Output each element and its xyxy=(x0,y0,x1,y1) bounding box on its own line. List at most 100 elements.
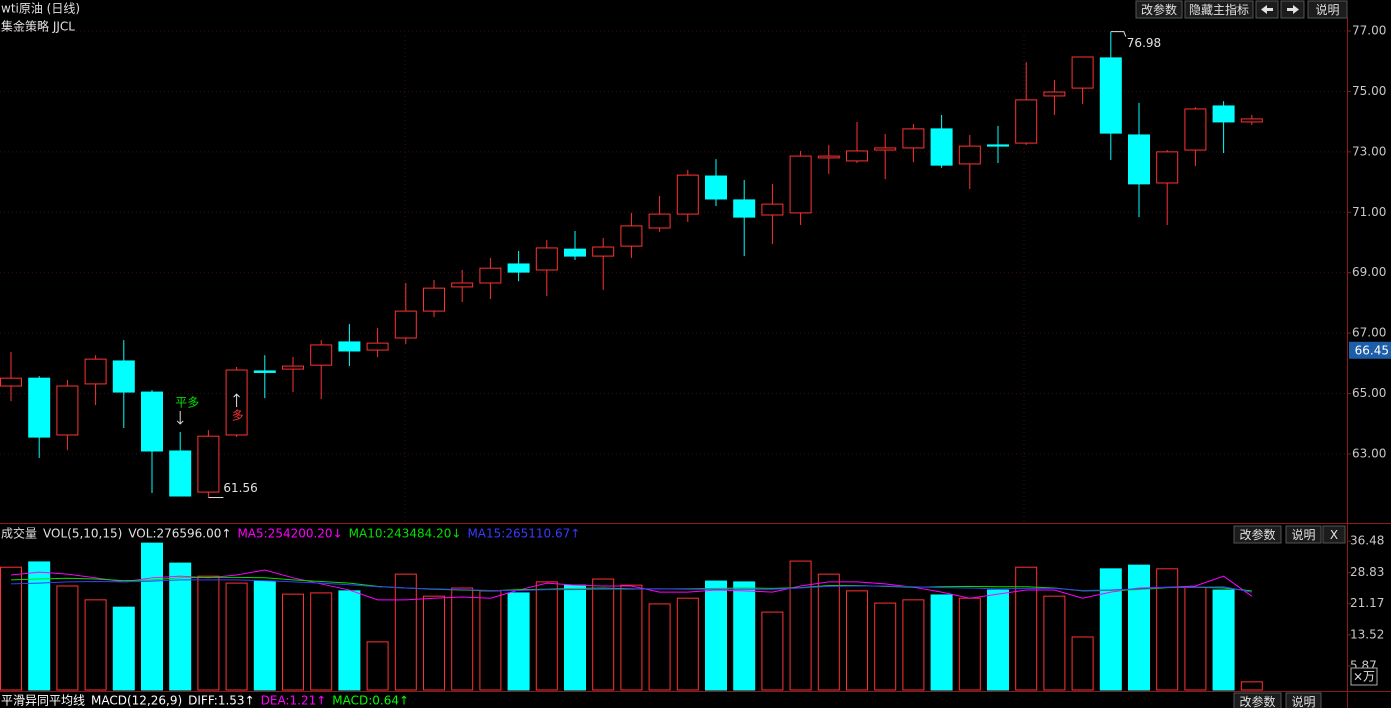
button[interactable] xyxy=(1135,0,1183,19)
volume-bar xyxy=(28,561,51,691)
button-label[interactable]: 改参数 xyxy=(1239,694,1275,708)
legend-item: MACD:0.64↑ xyxy=(332,694,409,708)
candle-body xyxy=(1240,118,1263,123)
button[interactable] xyxy=(1285,692,1322,708)
y-tick-label: 28.83 xyxy=(1350,565,1384,579)
volume-bar xyxy=(225,582,248,691)
candle-body xyxy=(1156,151,1179,184)
candle-body xyxy=(0,377,22,387)
y-tick-label: 75.00 xyxy=(1352,84,1386,98)
volume-bar xyxy=(310,592,333,691)
volume-bar xyxy=(987,589,1009,691)
right-arrow-icon xyxy=(1287,5,1299,14)
button-label[interactable]: 说明 xyxy=(1291,527,1315,542)
button-label[interactable]: 说明 xyxy=(1315,2,1339,17)
candle-body xyxy=(394,310,417,339)
legend-item: VOL:276596.00↑ xyxy=(128,527,231,541)
unit-label: ×万 xyxy=(1353,670,1375,684)
volume-bar xyxy=(338,590,361,691)
candle-body xyxy=(338,341,361,352)
volume-bar xyxy=(169,562,192,691)
candle-body xyxy=(141,391,163,452)
candle-body xyxy=(169,450,192,497)
button-label[interactable]: 隐藏主指标 xyxy=(1189,2,1249,17)
volume-bar xyxy=(564,584,586,691)
y-tick-label: 21.17 xyxy=(1350,596,1384,610)
signal-arrow xyxy=(233,393,240,408)
candle-body xyxy=(56,385,79,436)
volume-bar xyxy=(1240,681,1263,691)
button-label[interactable]: 改参数 xyxy=(1141,2,1177,17)
button[interactable] xyxy=(1233,525,1282,544)
candle-body xyxy=(1212,105,1235,123)
candle-body xyxy=(1043,91,1066,97)
y-axis: 77.00 75.00 73.00 71.00 69.00 67.00 65.00 63.00… xyxy=(1350,23,1386,672)
button[interactable] xyxy=(1184,0,1254,19)
candle-body xyxy=(1128,134,1150,185)
legend-item: DIFF:1.53↑ xyxy=(188,694,254,708)
candle-body xyxy=(282,365,304,370)
volume-bar xyxy=(789,560,812,691)
button-label[interactable]: 改参数 xyxy=(1239,527,1275,542)
candle-body xyxy=(987,144,1009,147)
candle-body xyxy=(564,248,586,257)
volume-bar xyxy=(1043,595,1066,691)
legend-item: DEA:1.21↑ xyxy=(261,694,327,708)
signal-label: 平多 xyxy=(175,395,199,409)
legend-item: MA15:265110.67↑ xyxy=(467,527,580,541)
last-price-box xyxy=(1349,341,1391,359)
volume-bar xyxy=(507,592,530,691)
volume-bar xyxy=(1128,564,1150,691)
volume-bar xyxy=(676,597,699,691)
volume-bar xyxy=(1071,636,1094,691)
button[interactable] xyxy=(1285,525,1322,544)
y-tick-label: 77.00 xyxy=(1352,23,1386,37)
volume-bar xyxy=(394,573,417,691)
candle-body xyxy=(28,377,51,438)
candle-body xyxy=(112,360,135,393)
y-tick-label: 65.00 xyxy=(1352,386,1386,400)
volume-bar xyxy=(733,581,756,691)
candle-body xyxy=(733,199,756,218)
candle-body xyxy=(620,225,643,247)
volume-bar xyxy=(902,599,925,691)
button-label[interactable]: 说明 xyxy=(1291,694,1315,708)
legend-item: MACD(12,26,9) xyxy=(91,694,182,708)
volume-bar xyxy=(1099,568,1122,691)
candle-body xyxy=(676,174,699,215)
volume-bar xyxy=(112,606,135,691)
candle-body xyxy=(423,287,445,312)
candle-body xyxy=(197,435,220,493)
volume-bar xyxy=(451,587,474,691)
candle-body xyxy=(1071,56,1094,89)
button[interactable] xyxy=(1233,692,1282,708)
strategy-title: 集金策略 JJCL xyxy=(1,19,75,34)
candle-body xyxy=(310,344,333,366)
volume-bar xyxy=(1015,566,1038,691)
high-marker xyxy=(1110,31,1127,37)
volume-bar xyxy=(84,599,107,691)
left-arrow-icon xyxy=(1261,5,1273,14)
y-tick-label: 13.52 xyxy=(1350,627,1384,641)
signal-label: 多 xyxy=(232,409,244,423)
candle-body xyxy=(958,145,981,165)
ma-line xyxy=(10,569,1253,601)
candle-body xyxy=(479,267,502,284)
button[interactable] xyxy=(1307,0,1348,19)
legend-item: 平滑异同平均线 xyxy=(1,694,85,708)
candle-body xyxy=(366,342,389,351)
volume-bar xyxy=(592,578,615,691)
y-tick-label: 73.00 xyxy=(1352,144,1386,158)
candle-body xyxy=(789,155,812,214)
volume-bar xyxy=(282,593,304,691)
volume-bar xyxy=(253,580,276,691)
volume-bar xyxy=(1212,589,1235,691)
button-label[interactable]: X xyxy=(1330,528,1338,542)
volume-bar xyxy=(846,590,868,691)
candle-body xyxy=(902,128,925,149)
candle-body xyxy=(874,147,897,151)
volume-bar xyxy=(0,566,22,691)
volume-bar xyxy=(1156,568,1179,691)
button[interactable] xyxy=(1322,525,1346,544)
